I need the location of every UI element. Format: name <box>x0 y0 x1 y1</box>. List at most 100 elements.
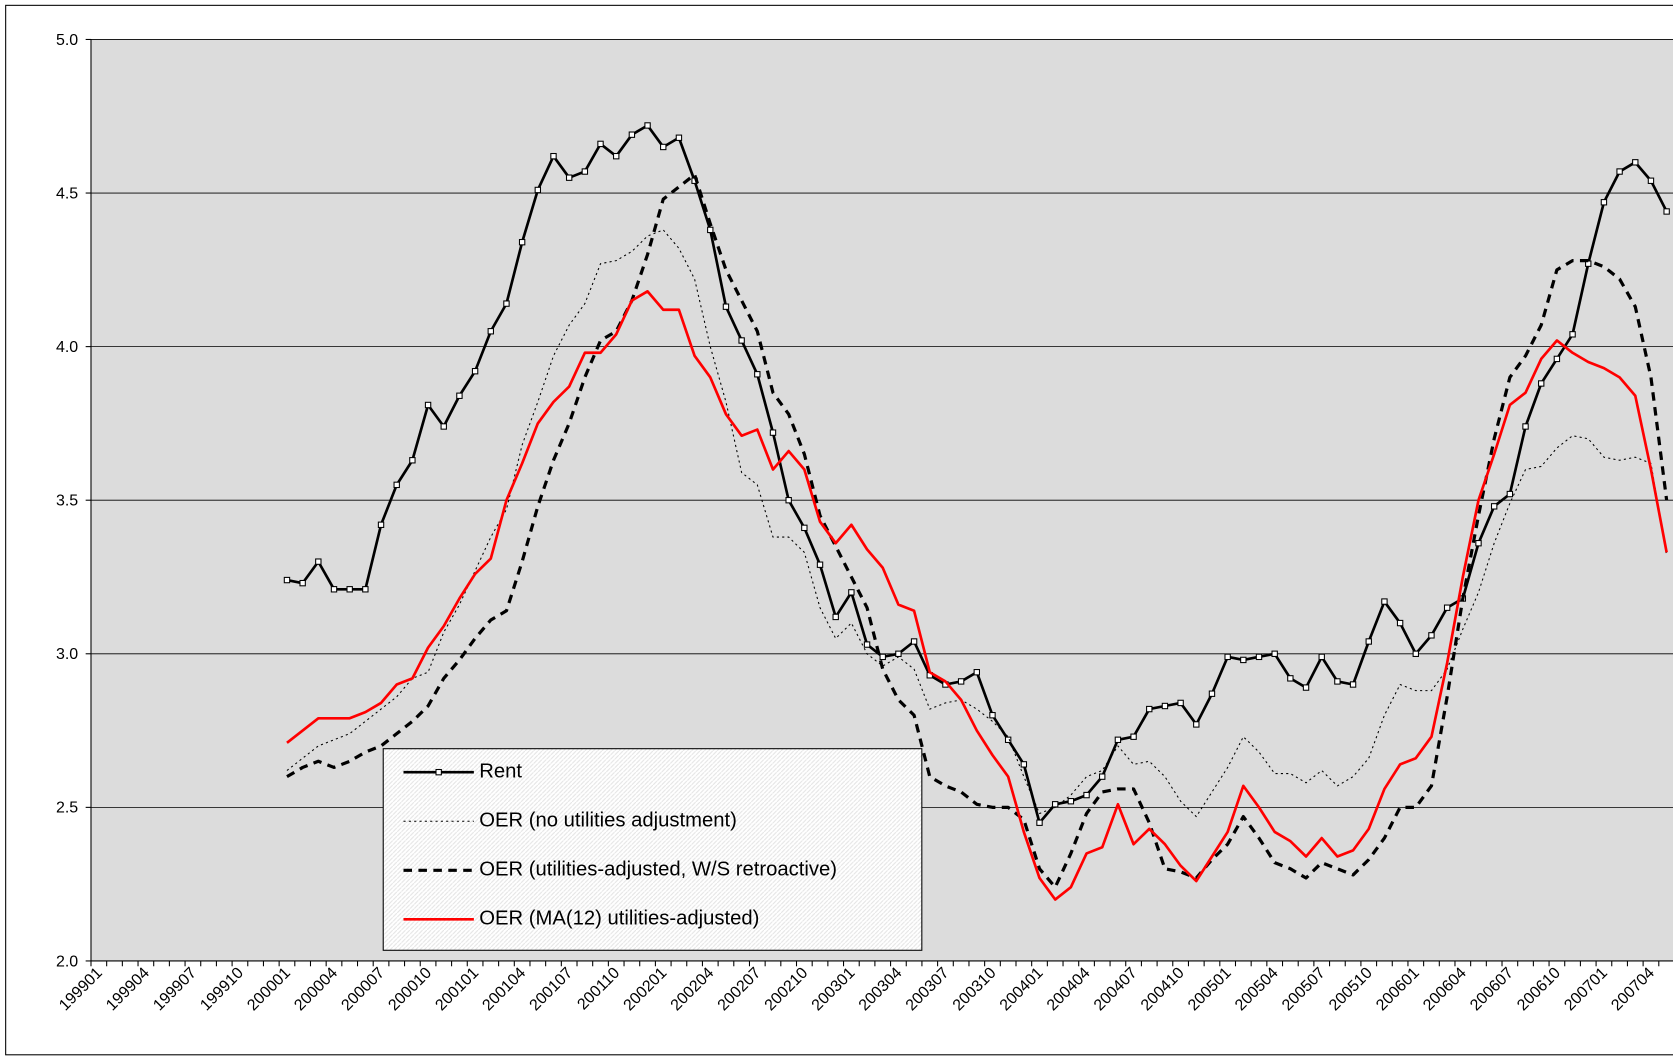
series-marker <box>1146 705 1153 713</box>
series-marker <box>1632 159 1639 166</box>
series-marker <box>1271 650 1278 657</box>
series-marker <box>769 429 777 436</box>
series-marker <box>330 586 338 593</box>
y-tick-label: 2.0 <box>56 953 78 970</box>
series-marker <box>707 226 714 234</box>
legend-box <box>382 748 923 951</box>
series-marker <box>393 481 400 489</box>
series-marker <box>1099 773 1106 780</box>
series-marker <box>1208 690 1216 697</box>
series-marker <box>973 669 981 676</box>
series-marker <box>1083 791 1090 799</box>
y-tick-label: 3.5 <box>56 493 78 510</box>
y-tick-label: 2.5 <box>56 800 78 817</box>
series-marker <box>471 367 479 375</box>
series-marker <box>1161 702 1169 710</box>
series-marker <box>738 337 745 344</box>
series-marker <box>534 186 542 194</box>
series-marker <box>1349 681 1357 688</box>
y-tick-label: 4.5 <box>56 185 78 202</box>
series-marker <box>424 401 432 409</box>
series-marker <box>1004 736 1012 743</box>
series-marker <box>863 641 871 648</box>
series-marker <box>581 168 589 175</box>
series-line <box>286 290 1668 901</box>
series-marker <box>832 613 839 621</box>
series-marker <box>362 586 369 593</box>
series-marker <box>1522 423 1529 430</box>
legend: Rent OER (no utilities adjustment) OER (ut… <box>382 748 923 951</box>
series-marker <box>440 423 447 430</box>
y-tick-label: 4.0 <box>56 339 78 356</box>
series-marker <box>1193 721 1200 728</box>
series-marker <box>1287 675 1294 682</box>
series-marker <box>1553 355 1561 363</box>
legend-label: Rent <box>479 761 522 783</box>
series-marker <box>1600 199 1608 206</box>
series-marker <box>315 558 322 565</box>
y-tick-label: 3.0 <box>56 646 78 663</box>
series-marker <box>1538 380 1545 387</box>
series-marker <box>1067 798 1075 805</box>
series-marker <box>613 152 620 160</box>
series-marker <box>722 303 730 310</box>
series-marker <box>1381 598 1388 605</box>
series-marker <box>848 589 855 596</box>
series-marker <box>1318 653 1325 661</box>
legend-marker <box>435 768 442 776</box>
series-marker <box>518 238 526 246</box>
series-marker <box>660 143 667 151</box>
series-marker <box>1177 699 1184 707</box>
series-group <box>283 122 1670 901</box>
series-marker <box>1020 761 1028 768</box>
series-marker <box>1475 540 1482 547</box>
series-line <box>286 173 1669 889</box>
series-marker <box>565 174 573 181</box>
series-marker <box>456 392 463 399</box>
series-marker <box>1334 678 1341 685</box>
series-marker <box>1051 801 1059 808</box>
series-marker <box>377 521 385 528</box>
series-marker <box>1412 650 1419 657</box>
series-marker <box>675 134 683 141</box>
series-marker <box>409 457 416 464</box>
series-marker <box>597 140 604 148</box>
series-marker <box>1036 819 1043 826</box>
series-marker <box>816 561 824 568</box>
series-marker <box>1114 736 1122 743</box>
series-marker <box>1647 177 1655 184</box>
series-marker <box>910 638 918 645</box>
series-marker <box>1224 653 1231 661</box>
series-marker <box>1255 653 1263 661</box>
series-marker <box>1302 684 1310 691</box>
series-marker <box>1240 656 1247 664</box>
series-marker <box>628 131 636 138</box>
series-marker <box>895 650 902 657</box>
series-marker <box>1490 503 1498 510</box>
series-marker <box>644 122 651 129</box>
series-marker <box>801 524 808 532</box>
legend-label: OER (utilities-adjusted, W/S retroactive… <box>479 859 837 881</box>
series-marker <box>550 152 557 160</box>
series-marker <box>1569 331 1576 338</box>
series-marker <box>1130 733 1137 740</box>
series-marker <box>299 579 306 587</box>
legend-label: OER (no utilities adjustment) <box>479 810 737 832</box>
series-marker <box>879 653 886 661</box>
y-tick-label: 5.0 <box>56 32 78 49</box>
series-marker <box>1428 632 1435 639</box>
series-marker <box>1663 208 1670 215</box>
series-marker <box>1616 168 1623 175</box>
series-marker <box>1365 638 1372 645</box>
series-marker <box>1506 490 1514 498</box>
series-marker <box>785 497 792 504</box>
series-marker <box>989 712 996 719</box>
series-marker <box>503 300 510 307</box>
series-marker <box>346 586 353 593</box>
series-marker <box>957 678 965 685</box>
series-marker <box>1443 604 1451 611</box>
series-marker <box>283 576 291 584</box>
series-marker <box>754 371 761 378</box>
